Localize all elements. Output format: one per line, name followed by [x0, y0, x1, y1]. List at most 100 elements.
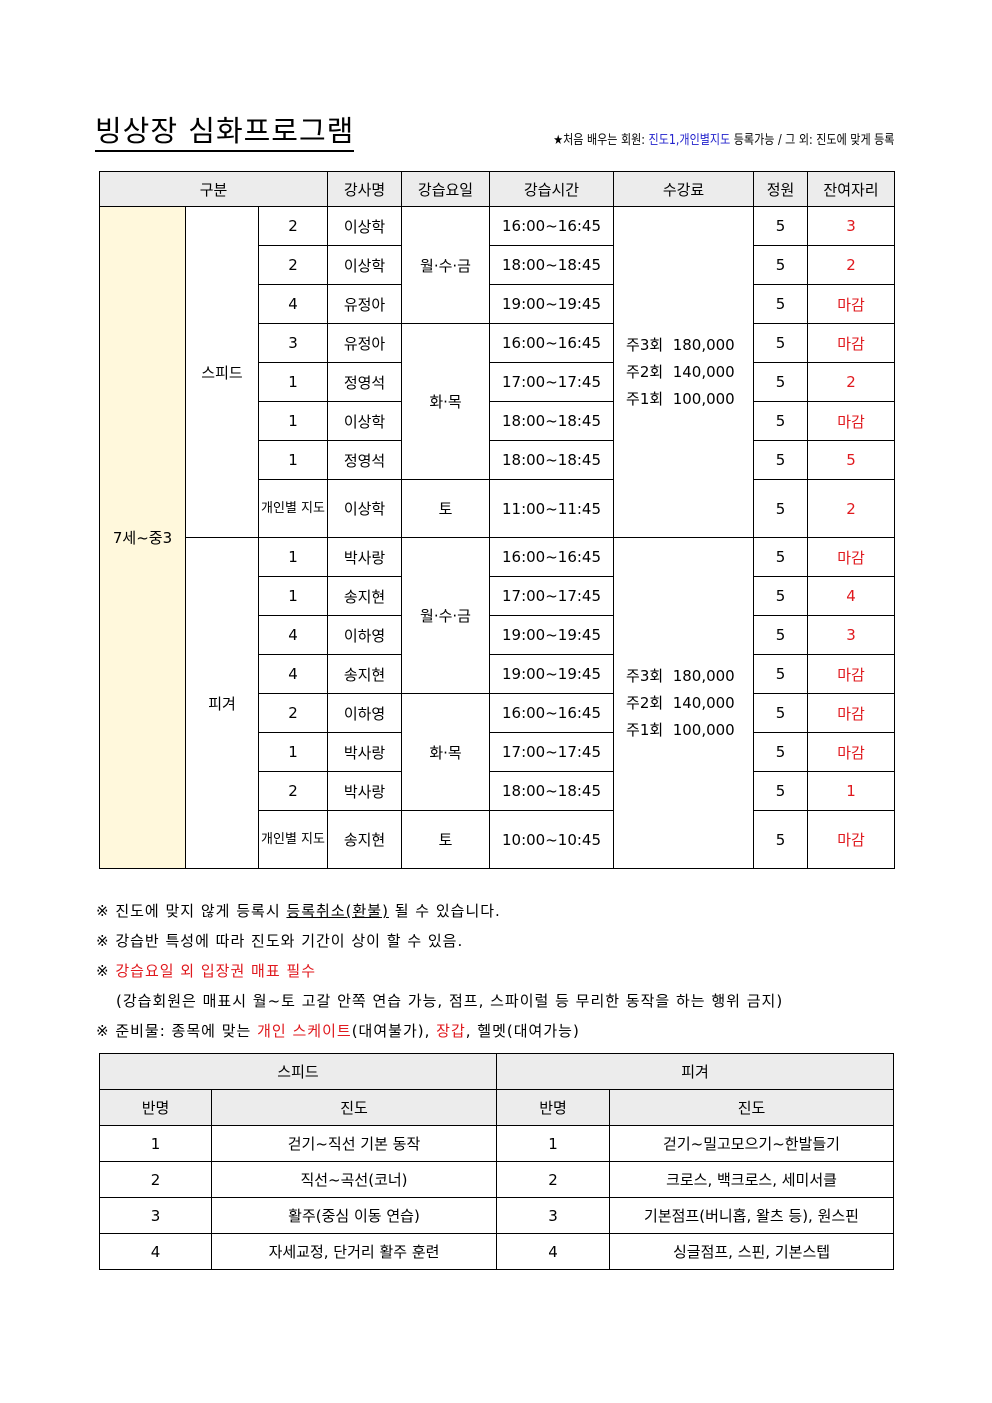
teacher: 정영석: [327, 362, 403, 402]
class-time: 18:00~18:45: [489, 401, 615, 441]
remaining-seats: 마감: [807, 284, 896, 324]
teacher: 유정아: [327, 323, 403, 363]
schedule-table: 구분 강사명 강습요일 강습시간 수강료 정원 잔여자리 7세~중3 스피드 2 이상학 월·수·금…: [98, 171, 896, 869]
class-days: 토: [401, 479, 491, 538]
class-level: 3: [257, 323, 329, 363]
column-header: 강습시간: [489, 171, 615, 207]
column-header: 구분: [98, 171, 329, 207]
capacity: 5: [753, 732, 809, 772]
capacity: 5: [753, 206, 809, 246]
figure-header: 피겨: [495, 1053, 895, 1090]
remaining-seats: 5: [807, 440, 896, 480]
teacher: 박사랑: [327, 732, 403, 772]
class: 4: [99, 1233, 212, 1270]
class-level: 개인별 지도: [257, 810, 329, 869]
class-time: 18:00~18:45: [489, 245, 615, 285]
column-header: 잔여자리: [807, 171, 896, 207]
capacity: 5: [753, 479, 809, 538]
class: 3: [496, 1197, 610, 1234]
schedule-row: 4 송지현 19:00~19:45 5 마감: [100, 654, 896, 694]
remaining-seats: 3: [807, 615, 896, 655]
class-level: 2: [257, 693, 329, 733]
schedule-row: 개인별 지도 송지현 토 10:00~10:45 5 마감: [100, 810, 896, 869]
column-header: 정원: [753, 171, 809, 207]
remaining-seats: 1: [807, 771, 896, 811]
teacher: 박사랑: [327, 771, 403, 811]
section-name: 피겨: [185, 537, 259, 869]
teacher: 정영석: [327, 440, 403, 480]
class-days: 월·수·금: [401, 206, 491, 324]
fee-line: 주1회 100,000: [626, 389, 735, 408]
speed-header: 스피드: [99, 1053, 497, 1090]
class-time: 19:00~19:45: [489, 284, 615, 324]
teacher: 이상학: [327, 245, 403, 285]
class-time: 17:00~17:45: [489, 576, 615, 616]
age-group: 7세~중3: [99, 206, 186, 869]
fee-line: 주2회 140,000: [626, 693, 735, 712]
class-level: 2: [257, 771, 329, 811]
class-level: 1: [257, 362, 329, 402]
class-time: 11:00~11:45: [489, 479, 615, 538]
level: 자세교정, 단거리 활주 훈련: [211, 1233, 497, 1270]
level: 직선~곡선(코너): [211, 1161, 497, 1198]
section-name: 스피드: [185, 206, 259, 538]
schedule-row: 4 유정아 19:00~19:45 5 마감: [100, 284, 896, 324]
teacher: 이상학: [327, 479, 403, 538]
capacity: 5: [753, 615, 809, 655]
schedule-row: 2 박사랑 18:00~18:45 5 1: [100, 771, 896, 811]
page-title: 빙상장 심화프로그램: [95, 114, 355, 152]
schedule-row: 2 이하영 화·목 16:00~16:45 5 마감: [100, 693, 896, 811]
class-days: 토: [401, 810, 491, 869]
class: 1: [496, 1125, 610, 1162]
class-time: 17:00~17:45: [489, 362, 615, 402]
class-time: 19:00~19:45: [489, 654, 615, 694]
note-4: (강습회원은 매표시 월~토 고갈 안쪽 연습 가능, 점프, 스파이럴 등 무…: [116, 992, 784, 1010]
class-level: 4: [257, 615, 329, 655]
teacher: 송지현: [327, 654, 403, 694]
remaining-seats: 4: [807, 576, 896, 616]
level-row: 3 활주(중심 이동 연습) 3 기본점프(버니홉, 왈츠 등), 원스핀: [99, 1197, 895, 1234]
class-days: 화·목: [401, 693, 491, 811]
level-header: 진도: [608, 1089, 895, 1126]
schedule-row: 1 박사랑 17:00~17:45 5 마감: [100, 732, 896, 772]
schedule-row: 1 정영석 17:00~17:45 5 2: [100, 362, 896, 402]
remaining-seats: 2: [807, 245, 896, 285]
class: 2: [99, 1161, 212, 1198]
capacity: 5: [753, 323, 809, 363]
level-row: 2 직선~곡선(코너) 2 크로스, 백크로스, 세미서클: [99, 1161, 895, 1198]
level: 활주(중심 이동 연습): [211, 1197, 497, 1234]
level: 싱글점프, 스핀, 기본스텝: [608, 1233, 895, 1270]
column-header: 강습요일: [401, 171, 491, 207]
capacity: 5: [753, 537, 809, 577]
remaining-seats: 마감: [807, 693, 896, 733]
level: 걷기~밀고모으기~한발들기: [608, 1125, 895, 1162]
schedule-row: 피겨 1 박사랑 월·수·금 16:00~16:45 주3회 180,000 주2회 140…: [100, 537, 896, 869]
level-header: 진도: [211, 1089, 497, 1126]
teacher: 박사랑: [327, 537, 403, 577]
class-header: 반명: [99, 1089, 212, 1126]
schedule-row: 3 유정아 화·목 16:00~16:45 5 마감: [100, 323, 896, 480]
class-time: 16:00~16:45: [489, 537, 615, 577]
class-time: 18:00~18:45: [489, 440, 615, 480]
class-level: 2: [257, 206, 329, 246]
class-time: 16:00~16:45: [489, 206, 615, 246]
level-row: 1 걷기~직선 기본 동작 1 걷기~밀고모으기~한발들기: [99, 1125, 895, 1162]
level: 걷기~직선 기본 동작: [211, 1125, 497, 1162]
teacher: 이상학: [327, 401, 403, 441]
teacher: 유정아: [327, 284, 403, 324]
schedule-row: 1 이상학 18:00~18:45 5 마감: [100, 401, 896, 441]
remaining-seats: 마감: [807, 401, 896, 441]
class: 4: [496, 1233, 610, 1270]
class-time: 16:00~16:45: [489, 323, 615, 363]
schedule-row: 7세~중3 스피드 2 이상학 월·수·금 16:00~16:45 주3회 180,000 주…: [99, 206, 896, 869]
capacity: 5: [753, 576, 809, 616]
fee: 주3회 180,000 주2회 140,000 주1회 100,000: [613, 537, 755, 869]
note-3: ※ 강습요일 외 입장권 매표 필수: [96, 962, 317, 980]
notes: ※ 진도에 맞지 않게 등록시 등록취소(환불) 될 수 있습니다. ※ 강습반…: [96, 896, 783, 1046]
note-5: ※ 준비물: 종목에 맞는 개인 스케이트(대여불가), 장갑, 헬멧(대여가능…: [96, 1022, 580, 1040]
level: 기본점프(버니홉, 왈츠 등), 원스핀: [608, 1197, 895, 1234]
class-time: 17:00~17:45: [489, 732, 615, 772]
class-time: 10:00~10:45: [489, 810, 615, 869]
teacher: 이상학: [327, 206, 403, 246]
class-header: 반명: [496, 1089, 610, 1126]
